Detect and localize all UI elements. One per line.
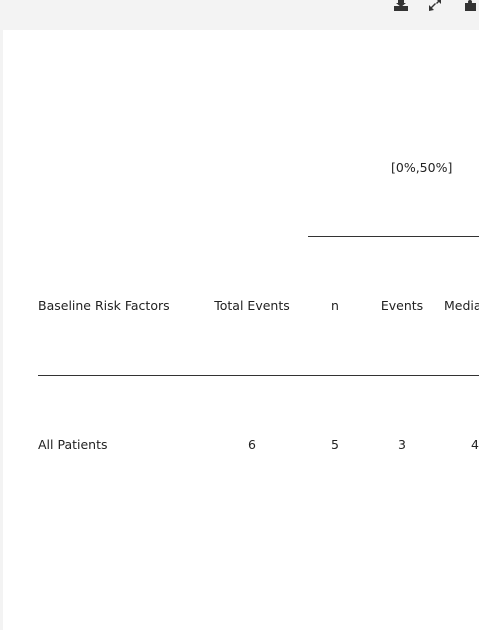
- toolbar: [0, 0, 479, 30]
- table-cell-median: 4: [471, 437, 479, 452]
- header-rule: [38, 375, 479, 376]
- puzzle-icon[interactable]: [463, 0, 479, 12]
- group-header-rule: [308, 236, 479, 237]
- download-icon[interactable]: [393, 0, 409, 12]
- group-header-0-50: [0%,50%]: [391, 160, 453, 175]
- column-header-n: n: [331, 298, 339, 313]
- table-cell-n: 5: [331, 437, 339, 452]
- table-cell-total-events: 6: [248, 437, 256, 452]
- expand-icon[interactable]: [427, 0, 443, 12]
- column-header-total-events: Total Events: [214, 298, 290, 313]
- table-cell-events: 3: [398, 437, 406, 452]
- column-header-median: Media: [444, 298, 479, 313]
- column-header-risk-factors: Baseline Risk Factors: [38, 298, 170, 313]
- column-header-events: Events: [380, 298, 424, 313]
- table-row-label: All Patients: [38, 437, 108, 452]
- table-panel: [0%,50%] Baseline Risk Factors Total Eve…: [3, 30, 479, 630]
